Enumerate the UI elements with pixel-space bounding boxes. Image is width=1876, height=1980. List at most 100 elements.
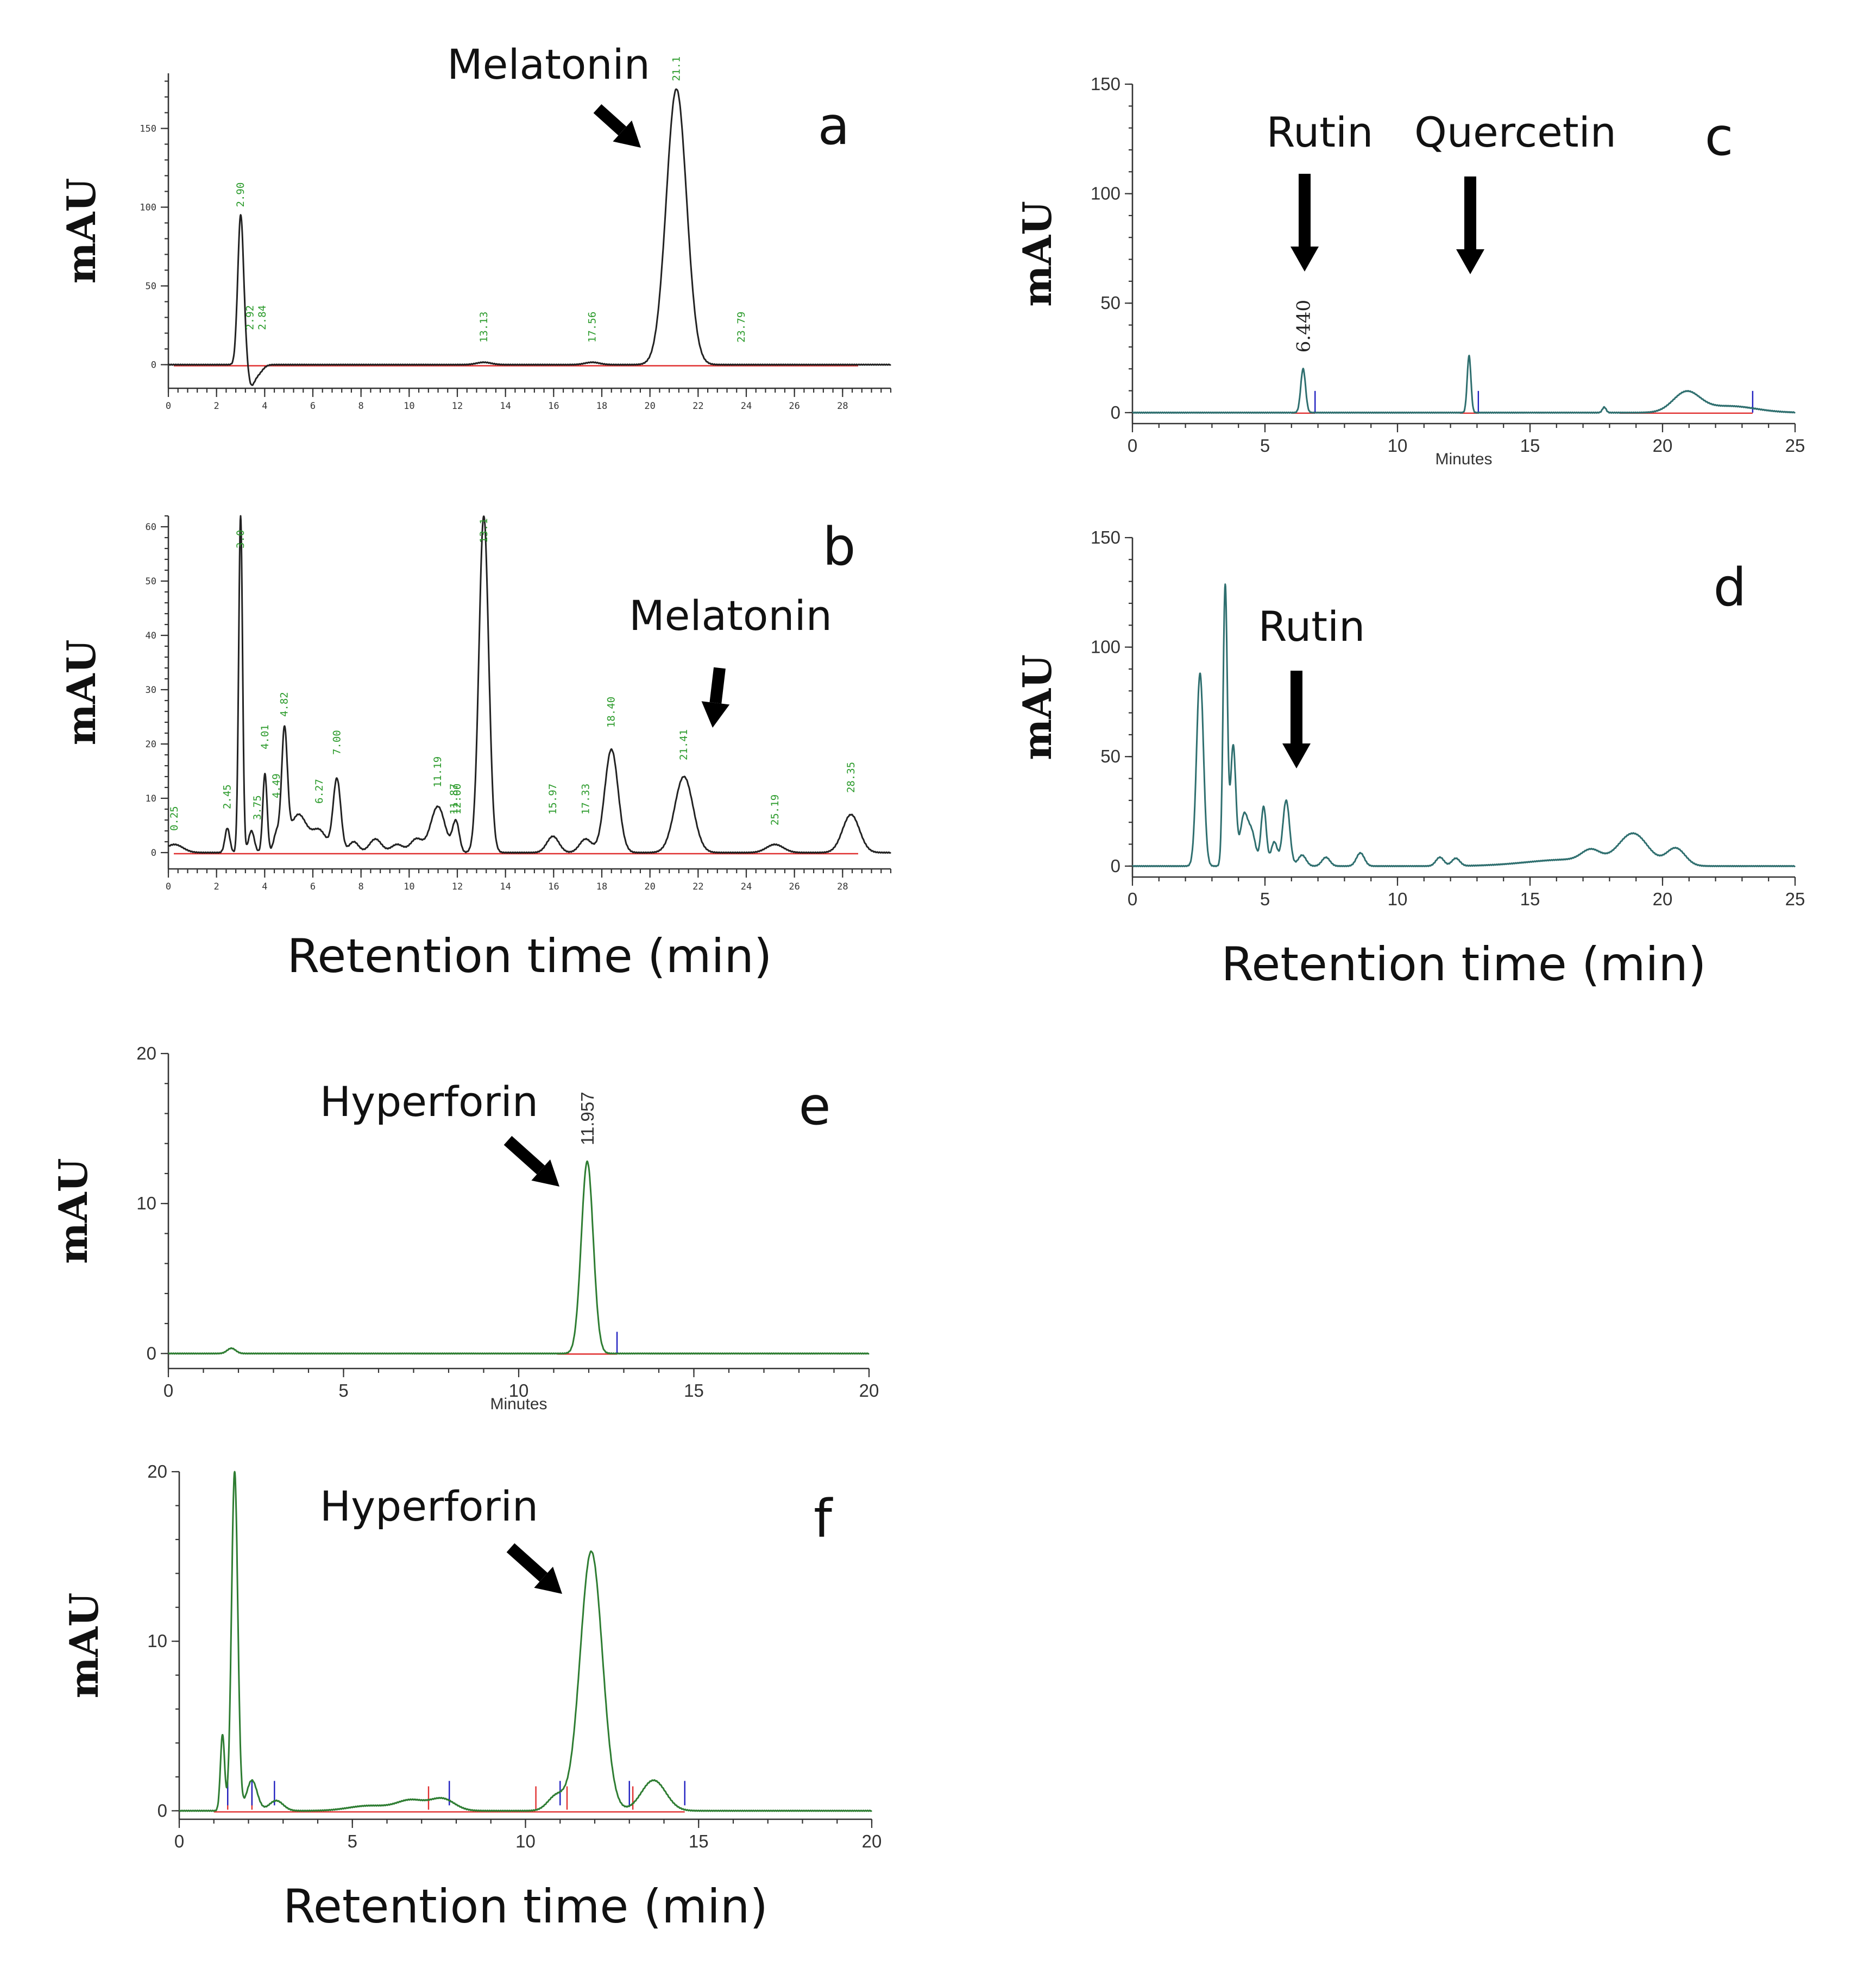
x-axis-label: Minutes <box>1435 450 1492 468</box>
panel-letter: e <box>798 1076 830 1137</box>
peak-rt-label: 25.19 <box>769 794 781 825</box>
x-tick-label: 12 <box>452 881 463 892</box>
x-axis-label: Minutes <box>490 1395 547 1413</box>
panel-b-chromatogram: 0 2 4 6 8 10 12 14 16 18 20 22 24 26 280102030405060mA… <box>58 515 892 983</box>
x-tick-label: 15 <box>1520 889 1540 909</box>
y-tick-label: 40 <box>146 630 156 641</box>
arrow-head <box>1456 249 1484 274</box>
y-axis-label: mAU <box>58 178 104 284</box>
x-tick-label: 15 <box>684 1380 704 1401</box>
x-tick-label: 20 <box>1653 436 1673 456</box>
x-tick-label: 10 <box>509 1380 529 1401</box>
peak-rt-label: 17.33 <box>580 784 591 815</box>
y-tick-label: 150 <box>1091 74 1120 94</box>
compound-label: Melatonin <box>629 591 832 640</box>
chromatogram-trace <box>167 515 892 854</box>
arrow-shaft <box>503 1136 545 1175</box>
x-tick-label: 5 <box>338 1380 348 1401</box>
peak-rt-label: 18.40 <box>606 697 618 728</box>
x-tick-label: 18 <box>596 401 607 412</box>
compound-label: Hyperforin <box>320 1482 538 1530</box>
peak-rt-label: 4.01 <box>259 724 271 749</box>
y-tick-label: 0 <box>151 360 156 371</box>
compound-label: Hyperforin <box>320 1077 538 1126</box>
peak-rt-label: 2.90 <box>235 182 247 207</box>
arrow-head <box>701 701 730 728</box>
x-axis-label: Retention time (min) <box>283 1880 768 1934</box>
x-tick-label: 18 <box>596 881 607 892</box>
arrow-head <box>531 1159 559 1187</box>
x-tick-label: 0 <box>163 1380 173 1401</box>
peak-rt-label: 13.1 <box>478 518 490 543</box>
panel-d-chromatogram: 0 5 10 15 20 25 0 50 100 150 mAU Retention time (mi… <box>1014 527 1805 992</box>
panel-letter: b <box>823 516 856 577</box>
x-tick-label: 15 <box>1520 436 1540 456</box>
peak-rt-label: 0.25 <box>168 806 180 831</box>
peak-rt-label: 2.45 <box>222 784 234 809</box>
peak-rt-label: 23.79 <box>735 312 747 343</box>
x-tick-label: 20 <box>862 1831 882 1851</box>
x-tick-label: 20 <box>644 401 655 412</box>
x-tick-label: 16 <box>548 401 559 412</box>
x-tick-label: 25 <box>1785 436 1805 456</box>
y-tick-label: 50 <box>1100 746 1120 766</box>
x-tick-label: 20 <box>644 881 655 892</box>
panel-c-chromatogram: 0 5 10 15 20 25 0 50 100 150 mAU Minutes 6.440 c Rutin… <box>1014 74 1805 468</box>
peak-rt-label: 3.75 <box>251 795 263 820</box>
x-tick-label: 26 <box>789 881 799 892</box>
arrow-head <box>1282 743 1311 768</box>
panel-letter: d <box>1714 557 1747 618</box>
y-axis-label: mAU <box>50 1158 96 1264</box>
x-tick-label: 16 <box>548 881 559 892</box>
x-tick-label: 10 <box>515 1831 536 1851</box>
x-tick-label: 8 <box>358 881 364 892</box>
x-tick-label: 22 <box>693 401 703 412</box>
compound-label: Rutin <box>1267 108 1374 156</box>
chromatogram-trace <box>179 1471 873 1812</box>
arrow-head <box>613 120 641 148</box>
peak-rt-label: 15.97 <box>547 784 559 815</box>
x-tick-label: 10 <box>1388 436 1408 456</box>
x-tick-label: 26 <box>789 401 799 412</box>
x-tick-label: 10 <box>404 401 414 412</box>
x-tick-label: 20 <box>1653 889 1673 909</box>
y-tick-label: 30 <box>146 685 156 696</box>
chromatogram-trace <box>168 1160 870 1355</box>
peak-rt-label: 7.00 <box>331 730 343 755</box>
y-axis-label: mAU <box>1014 201 1060 307</box>
chromatogram-trace <box>168 88 891 386</box>
arrow-shaft <box>593 104 627 136</box>
y-tick-label: 0 <box>1111 856 1120 876</box>
y-tick-label: 20 <box>136 1043 156 1063</box>
x-tick-label: 5 <box>1260 436 1270 456</box>
y-tick-label: 0 <box>158 1800 167 1820</box>
y-tick-label: 0 <box>151 848 156 859</box>
compound-label: Quercetin <box>1414 108 1616 156</box>
x-tick-label: 14 <box>500 881 511 892</box>
x-tick-label: 4 <box>262 401 267 412</box>
x-axis-label: Retention time (min) <box>287 929 772 983</box>
peak-rt-label: 12.00 <box>451 784 463 815</box>
peak-rt-label: 4.49 <box>270 773 282 798</box>
x-tick-label: 2 <box>214 881 219 892</box>
y-axis-label: mAU <box>61 1593 107 1699</box>
x-tick-label: 5 <box>348 1831 357 1851</box>
x-tick-label: 0 <box>166 881 171 892</box>
y-tick-label: 10 <box>147 1631 167 1651</box>
peak-rt-label: 2.92 <box>244 305 256 330</box>
chromatogram-trace <box>1132 355 1796 414</box>
y-tick-label: 50 <box>146 576 156 587</box>
y-tick-label: 10 <box>146 793 156 804</box>
y-tick-label: 20 <box>147 1461 167 1481</box>
compound-label: Melatonin <box>447 40 650 89</box>
chromatogram-trace <box>1132 583 1796 867</box>
y-tick-label: 50 <box>146 281 156 292</box>
peak-rt-label: 2.84 <box>256 305 268 330</box>
peak-rt-label: 21.1 <box>670 56 682 81</box>
x-tick-label: 20 <box>859 1380 879 1401</box>
x-tick-label: 2 <box>214 401 219 412</box>
peak-rt-label: 13.13 <box>478 312 490 343</box>
panel-e-chromatogram: 0 5 10 15 20 0 10 20 mAU Minutes 11.957 e Hyperforin <box>50 1043 879 1413</box>
x-tick-label: 28 <box>837 881 848 892</box>
y-tick-label: 0 <box>147 1343 156 1363</box>
